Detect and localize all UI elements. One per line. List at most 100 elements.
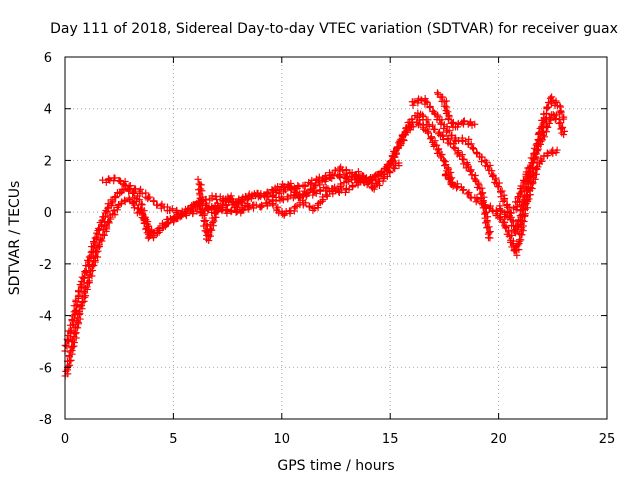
data-point-marker [130,199,138,207]
data-point-marker [552,97,560,105]
data-point-marker [527,184,535,192]
data-point-marker [513,203,521,211]
data-point-marker [426,135,434,143]
grid-layer [65,57,607,419]
data-point-marker [111,193,119,201]
data-point-marker [423,98,431,106]
data-point-marker [284,195,292,203]
data-point-marker [229,199,237,207]
data-point-marker [393,146,401,154]
data-point-marker [146,193,154,201]
data-point-marker [312,190,320,198]
data-point-marker [201,217,209,225]
data-point-marker [67,356,75,364]
data-point-marker [66,348,74,356]
data-point-marker [88,272,96,280]
data-point-marker [516,189,524,197]
data-point-marker [168,205,176,213]
data-point-marker [463,160,471,168]
data-point-marker [165,219,173,227]
data-point-marker [474,179,482,187]
data-point-marker [111,174,119,182]
y-axis-label: SDTVAR / TECUs [7,181,23,296]
data-point-marker [104,218,112,226]
data-point-marker [384,162,392,170]
data-point-marker [428,121,436,129]
data-point-marker [494,210,502,218]
data-point-marker [437,152,445,160]
data-point-marker [482,209,490,217]
data-point-marker [519,182,527,190]
data-point-marker [516,230,524,238]
data-point-marker [438,116,446,124]
data-point-marker [322,172,330,180]
data-point-marker [287,185,295,193]
data-point-marker [359,177,367,185]
data-point-marker [391,153,399,161]
data-point-marker [349,182,357,190]
data-point-marker [481,219,489,227]
data-point-marker [443,103,451,111]
data-point-marker [486,161,494,169]
data-point-marker [464,162,472,170]
data-point-marker [548,93,556,101]
data-point-marker [499,197,507,205]
data-point-marker [431,125,439,133]
data-point-marker [274,183,282,191]
data-point-marker [518,224,526,232]
data-point-marker [130,189,138,197]
data-point-marker [406,126,414,134]
data-point-marker [351,171,359,179]
data-point-marker [521,201,529,209]
data-point-marker [474,196,482,204]
data-point-marker [220,197,228,205]
data-point-marker [323,191,331,199]
data-point-marker [433,141,441,149]
data-point-marker [532,165,540,173]
data-point-marker [454,119,462,127]
data-point-marker [91,258,99,266]
data-point-marker [269,201,277,209]
data-point-marker [505,226,513,234]
data-point-marker [223,209,231,217]
x-tick-label: 20 [490,432,507,447]
y-tick-label: 0 [44,206,52,221]
data-point-marker [523,174,531,182]
data-point-marker [527,178,535,186]
data-point-marker [408,116,416,124]
data-point-marker [434,111,442,119]
data-point-marker [525,164,533,172]
data-point-marker [240,206,248,214]
data-point-marker [538,157,546,165]
data-point-marker [134,204,142,212]
data-point-marker [557,108,565,116]
data-point-marker [446,176,454,184]
chart-title: Day 111 of 2018, Sidereal Day-to-day VTE… [50,21,618,37]
data-point-marker [560,127,568,135]
data-point-marker [129,189,137,197]
data-point-marker [486,234,494,242]
data-point-marker [104,176,112,184]
data-point-marker [150,197,158,205]
data-point-marker [62,367,70,375]
series-satellite-track-5 [268,159,403,219]
data-point-marker [263,202,271,210]
data-point-marker [433,89,441,97]
data-point-marker [425,122,433,130]
data-point-marker [71,330,79,338]
data-point-marker [79,274,87,282]
data-point-marker [208,194,216,202]
data-point-marker [279,196,287,204]
data-point-marker [217,201,225,209]
data-point-marker [233,208,241,216]
data-point-marker [121,198,129,206]
data-point-marker [391,165,399,173]
y-tick-label: -2 [39,258,52,273]
data-point-marker [560,131,568,139]
data-point-marker [441,171,449,179]
data-point-marker [76,281,84,289]
data-point-marker [295,183,303,191]
data-point-marker [460,117,468,125]
data-point-marker [90,239,98,247]
